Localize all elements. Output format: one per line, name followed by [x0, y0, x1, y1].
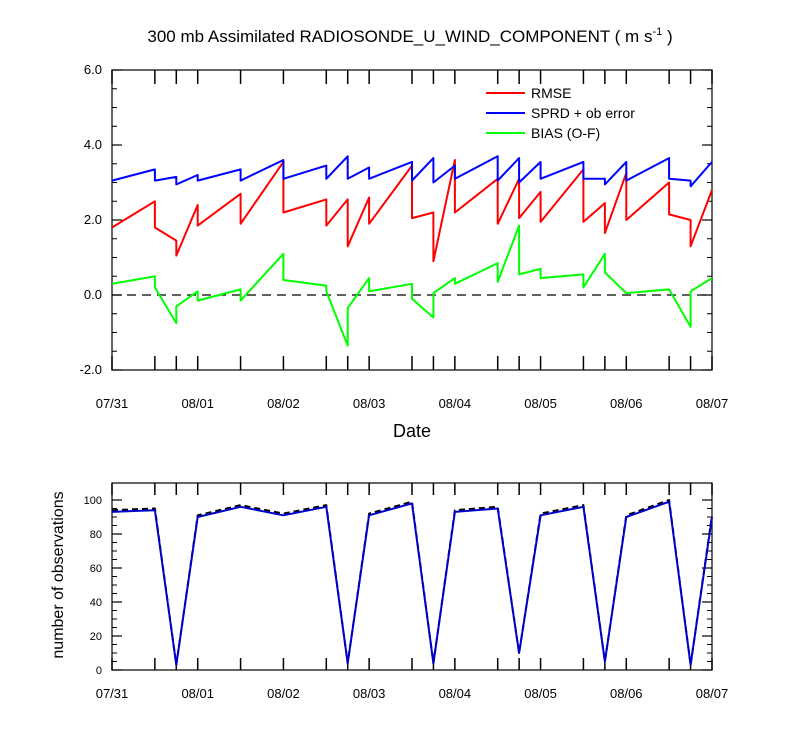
top-x-axis-label: Date: [393, 421, 431, 441]
x-tick-label: 08/05: [524, 686, 557, 701]
x-tick-label: 08/05: [524, 396, 557, 411]
y-tick-label: 4.0: [84, 137, 102, 152]
y-tick-label: 60: [90, 563, 102, 575]
series-line-sprd-ob-error: [111, 155, 713, 188]
title-close: ): [662, 27, 672, 46]
x-tick-label: 08/06: [610, 686, 643, 701]
x-tick-label: 08/04: [439, 396, 472, 411]
legend-label: BIAS (O-F): [531, 125, 600, 141]
x-tick-label: 08/01: [181, 396, 214, 411]
series-line-assimilated: [111, 500, 713, 666]
y-tick-label: -2.0: [80, 362, 102, 377]
series-line-rmse: [111, 159, 713, 263]
y-tick-label: 6.0: [84, 62, 102, 77]
x-tick-label: 08/03: [353, 396, 386, 411]
bottom-observations-chart: 07/31 08/01 08/02 08/03 08/04 08/05 08/06 08/07…: [84, 482, 729, 701]
x-tick-label: 08/03: [353, 686, 386, 701]
y-tick-label: 80: [90, 529, 102, 541]
x-tick-label: 08/04: [439, 686, 472, 701]
title-exponent: -1: [652, 26, 662, 38]
y-tick-label: 100: [84, 495, 102, 507]
x-tick-label: 08/02: [267, 396, 300, 411]
legend-label: RMSE: [531, 85, 571, 101]
top-stats-chart: 07/31 08/01 08/02 08/03 08/04 08/05 08/06 08/07…: [80, 62, 729, 411]
y-tick-label: 2.0: [84, 212, 102, 227]
x-tick-label: 07/31: [96, 396, 129, 411]
bottom-y-axis-label: number of observations: [50, 491, 67, 658]
chart-title: 300 mb Assimilated RADIOSONDE_U_WIND_COM…: [147, 26, 672, 46]
x-tick-label: 08/07: [696, 396, 729, 411]
title-main: 300 mb Assimilated RADIOSONDE_U_WIND_COM…: [147, 27, 652, 46]
x-tick-label: 08/02: [267, 686, 300, 701]
legend-label: SPRD + ob error: [531, 105, 635, 121]
y-tick-label: 0.0: [84, 287, 102, 302]
x-tick-label: 07/31: [96, 686, 129, 701]
y-tick-label: 20: [90, 631, 102, 643]
x-tick-label: 08/06: [610, 396, 643, 411]
series-line-possible: [111, 499, 713, 666]
plot-frame: [111, 482, 713, 671]
x-tick-label: 08/01: [181, 686, 214, 701]
y-tick-label: 0: [96, 665, 102, 677]
x-tick-label: 08/07: [696, 686, 729, 701]
y-tick-label: 40: [90, 597, 102, 609]
series-line-bias-o-f: [111, 224, 713, 347]
